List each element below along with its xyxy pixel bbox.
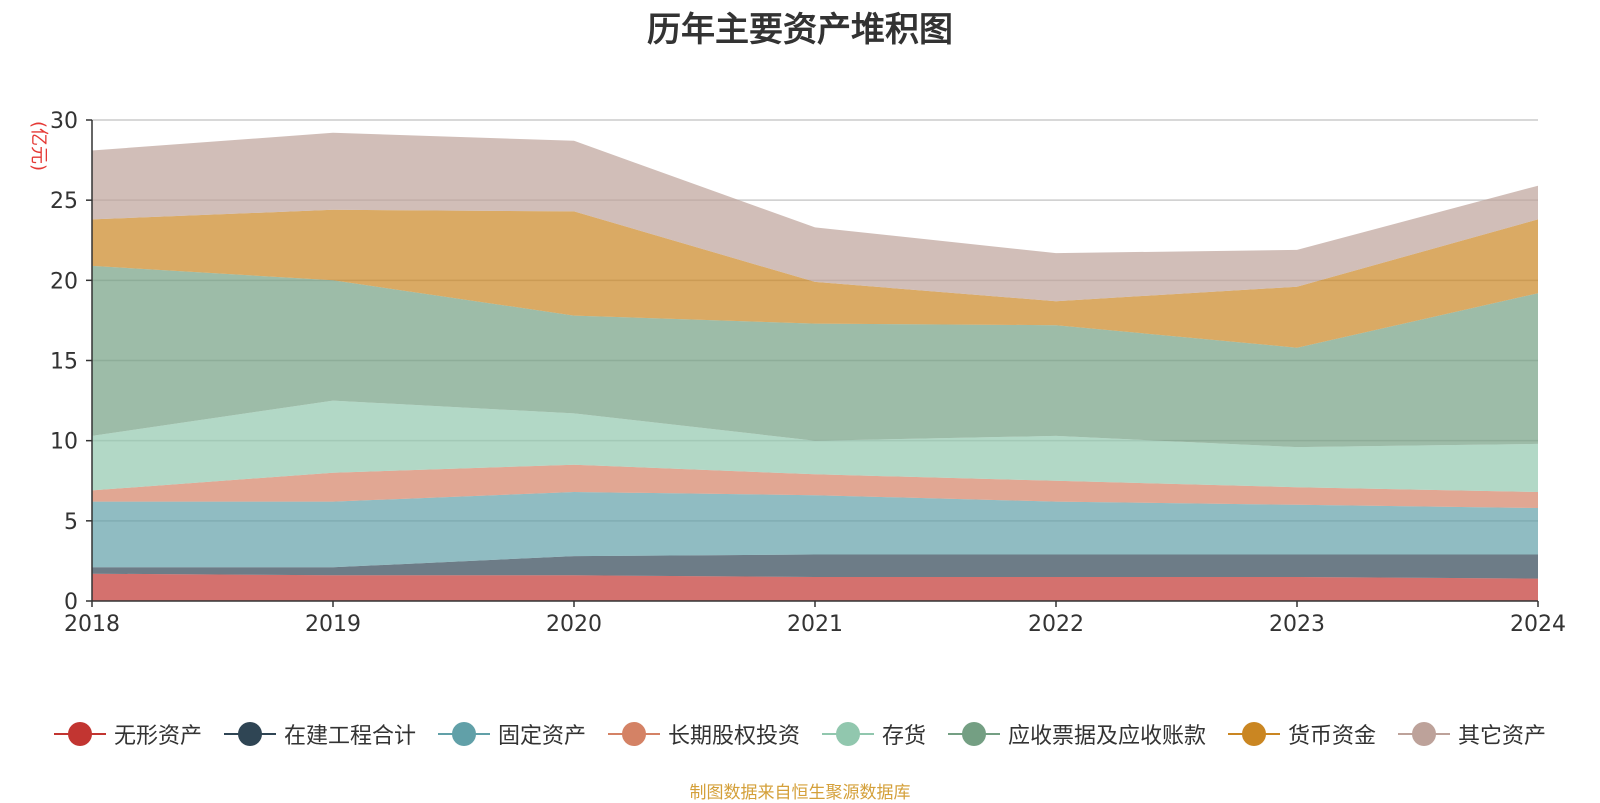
legend-label: 在建工程合计 <box>283 724 416 749</box>
area-series-7 <box>92 209 1538 348</box>
x-tick-label: 2018 <box>64 612 120 637</box>
legend-item[interactable]: 无形资产 <box>53 718 202 750</box>
legend-item[interactable]: 货币资金 <box>1228 718 1376 750</box>
area-series-5 <box>92 400 1538 492</box>
legend-item[interactable]: 应收票据及应收账款 <box>948 718 1206 750</box>
legend-marker-icon <box>822 722 874 746</box>
y-axis-unit-label: (亿元) <box>28 121 49 171</box>
y-tick-label: 30 <box>50 109 78 134</box>
legend-label: 存货 <box>882 724 927 749</box>
legend-item[interactable]: 在建工程合计 <box>223 718 416 750</box>
legend-marker-icon <box>1398 722 1451 746</box>
legend-label: 长期股权投资 <box>667 724 800 749</box>
y-tick-label: 5 <box>64 510 78 535</box>
area-series-8 <box>92 132 1538 302</box>
y-tick-label: 15 <box>50 350 78 375</box>
legend-item[interactable]: 其它资产 <box>1398 718 1546 750</box>
y-tick-label: 20 <box>50 269 78 294</box>
axes: 0 5 10 15 20 25 30 2018 2019 2020 2021 2022 2023 2024 <box>50 109 1566 637</box>
area-series-6 <box>92 265 1538 448</box>
legend-item[interactable]: 固定资产 <box>437 718 586 750</box>
source-note: 制图数据来自恒生聚源数据库 <box>689 783 911 803</box>
x-tick-label: 2024 <box>1510 612 1566 637</box>
x-tick-label: 2021 <box>787 612 843 637</box>
area-series <box>92 132 1538 601</box>
area-series-3 <box>92 492 1538 568</box>
legend-marker-icon <box>223 722 276 746</box>
area-series-1 <box>92 573 1538 601</box>
legend-label: 货币资金 <box>1288 724 1377 749</box>
legend-item[interactable]: 长期股权投资 <box>607 718 800 750</box>
y-tick-label: 0 <box>64 590 78 615</box>
legend-label: 固定资产 <box>497 724 586 749</box>
area-series-4 <box>92 464 1538 508</box>
legend-label: 其它资产 <box>1458 724 1547 749</box>
area-series-2 <box>92 554 1538 579</box>
y-tick-label: 25 <box>50 189 78 214</box>
y-tick-label: 10 <box>50 430 78 455</box>
legend-label: 应收票据及应收账款 <box>1008 724 1207 749</box>
legend-marker-icon <box>1228 722 1281 746</box>
legend: 无形资产 在建工程合计 固定资产 长期股权投资 存货 应收票据及应收账款 货币资金 其它资产 <box>0 716 1600 752</box>
legend-marker-icon <box>53 722 106 746</box>
x-tick-label: 2019 <box>305 612 361 637</box>
chart-title: 历年主要资产堆积图 <box>647 10 953 50</box>
legend-marker-icon <box>607 722 660 746</box>
legend-label: 无形资产 <box>113 724 202 749</box>
legend-marker-icon <box>437 722 490 746</box>
x-tick-label: 2022 <box>1028 612 1084 637</box>
x-tick-label: 2020 <box>546 612 602 637</box>
legend-item[interactable]: 存货 <box>822 718 926 750</box>
x-tick-label: 2023 <box>1269 612 1325 637</box>
legend-marker-icon <box>948 722 1001 746</box>
